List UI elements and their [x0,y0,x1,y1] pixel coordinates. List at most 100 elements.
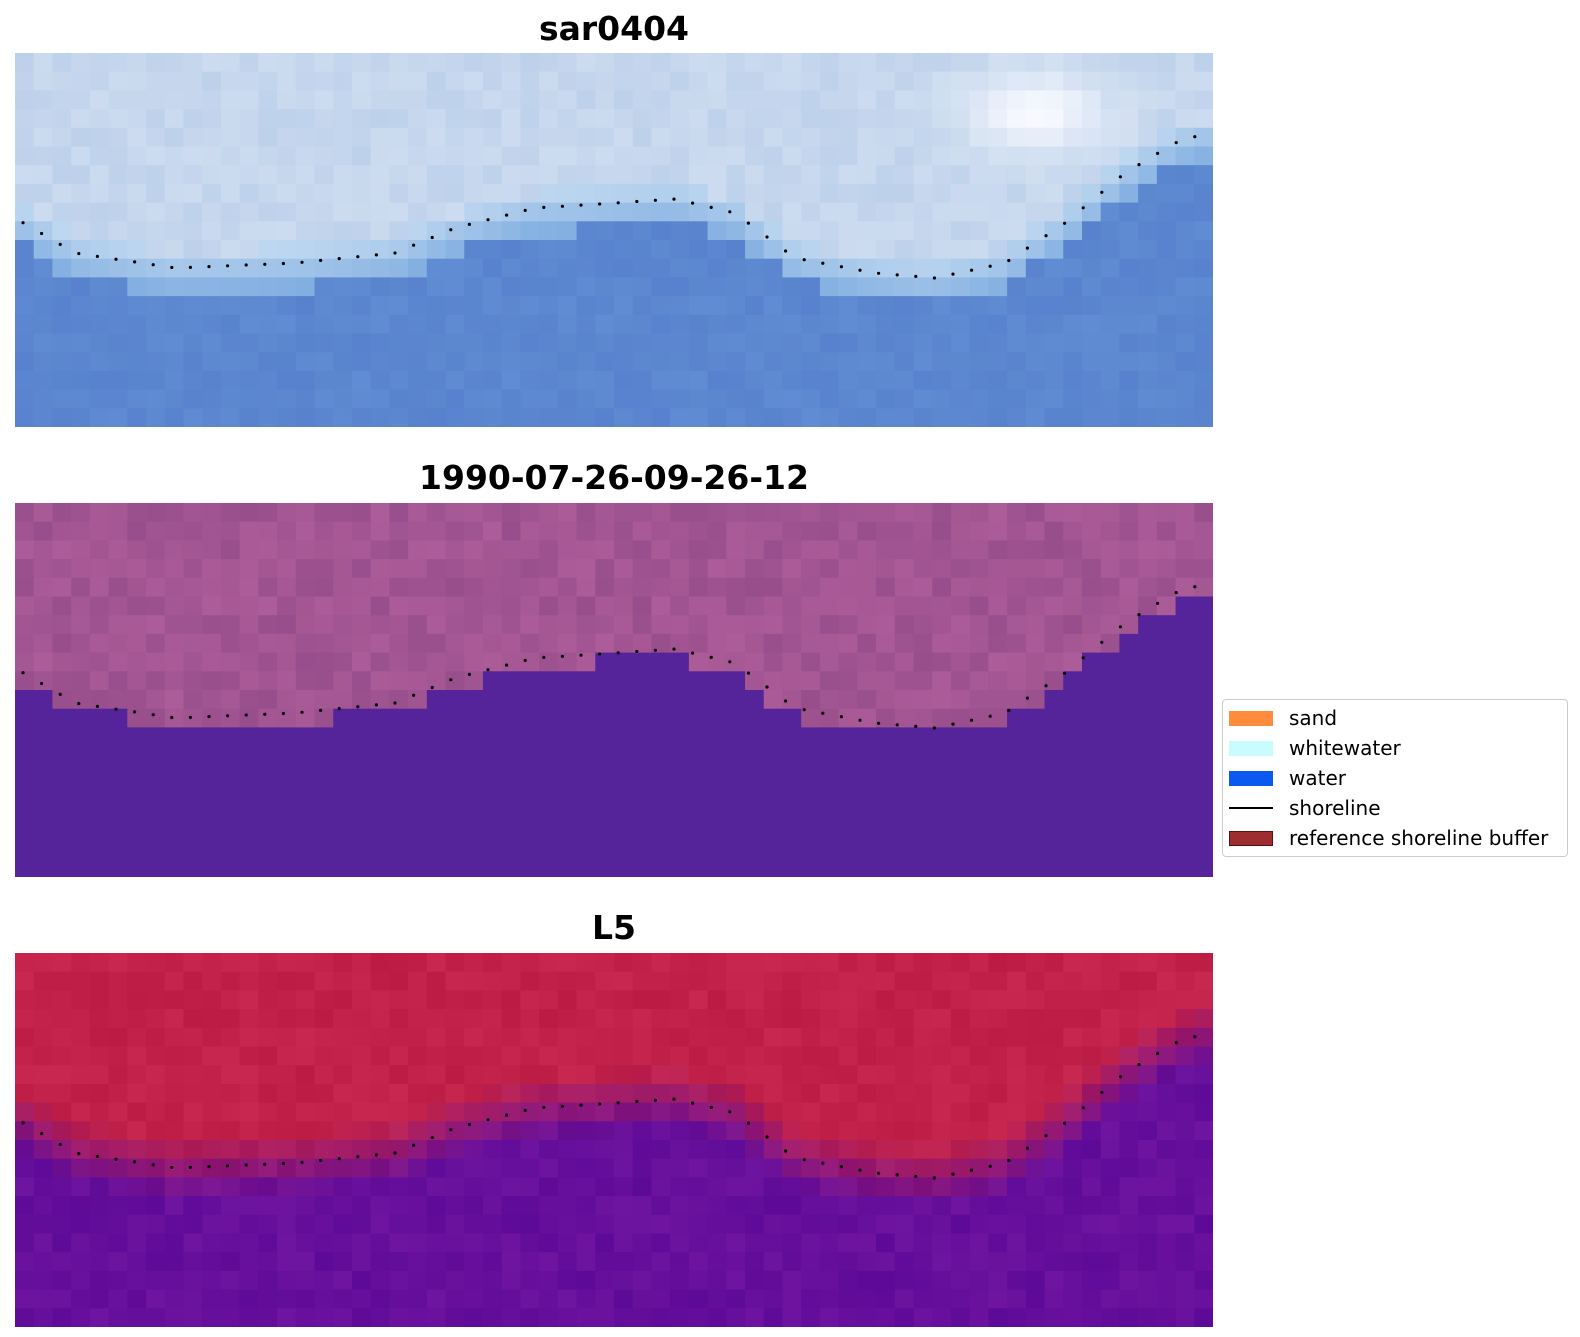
pixel [1175,202,1195,222]
pixel [408,1009,428,1029]
pixel [482,1252,503,1272]
pixel [389,240,409,260]
pixel [202,314,222,335]
pixel [501,503,522,523]
pixel [71,314,91,335]
pixel [389,1046,409,1066]
pixel [351,183,372,204]
pixel [1119,1083,1139,1104]
pixel [1081,333,1102,353]
pixel [913,277,933,297]
pixel [445,1196,465,1216]
pixel [277,1252,297,1272]
pixel [1044,1121,1064,1141]
pixel [763,1289,784,1309]
pixel [108,1214,128,1235]
pixel [539,671,559,691]
pixel [1175,990,1195,1010]
pixel [688,370,709,391]
pixel [819,652,840,672]
pixel [1194,408,1213,427]
pixel [202,352,222,372]
pixel [258,240,278,260]
pixel [333,1158,353,1178]
pixel [389,1196,409,1216]
pixel [1044,240,1064,260]
shoreline-point [226,1164,230,1168]
pixel [1044,71,1064,91]
pixel [894,953,915,973]
pixel [763,783,784,803]
pixel [52,858,72,877]
shoreline-point [319,708,323,712]
pixel [894,1308,915,1327]
pixel [333,521,353,541]
pixel [1100,183,1121,204]
shoreline-point [784,1149,788,1153]
pixel [1044,503,1064,523]
pixel [1063,1308,1083,1327]
pixel [1007,1140,1027,1160]
pixel [389,521,409,541]
pixel [501,314,522,335]
pixel [71,1046,91,1066]
pixel [482,839,503,859]
pixel [632,240,653,260]
shoreline-point [1100,1090,1104,1094]
shoreline-point [1156,151,1160,155]
pixel [183,71,203,91]
pixel [146,165,166,185]
pixel [333,1102,353,1122]
pixel [1100,820,1121,841]
pixel [838,1121,858,1141]
pixel [595,1158,615,1178]
pixel [988,1196,1008,1216]
pixel [426,1065,447,1085]
pixel [857,858,877,877]
pixel [127,521,147,541]
pixel [314,277,334,297]
pixel [258,1196,278,1216]
pixel [15,258,35,278]
shoreline-point [207,715,211,719]
pixel [370,296,390,316]
pixel [782,314,802,335]
shoreline-point [598,1102,602,1106]
pixel [1044,408,1064,427]
pixel [351,858,372,877]
pixel [370,971,390,991]
pixel [239,783,259,803]
pixel [333,109,353,129]
pixel [745,240,765,260]
pixel [277,1027,297,1048]
pixel [1100,1308,1121,1327]
pixel [33,671,54,691]
pixel [632,183,653,204]
pixel [913,146,933,166]
pixel [258,296,278,316]
pixel [482,671,503,691]
pixel [1100,559,1121,579]
pixel [876,615,896,635]
pixel [15,1177,35,1197]
pixel [913,1158,933,1178]
pixel [651,540,671,560]
pixel [726,53,746,73]
pixel [801,559,821,579]
pixel [464,540,484,560]
pixel [370,990,390,1010]
pixel [670,109,690,129]
pixel [932,296,952,316]
pixel [651,1270,671,1291]
pixel [1063,764,1083,785]
pixel [71,708,91,728]
pixel [1175,1177,1195,1197]
pixel [688,577,709,598]
pixel [1044,615,1064,635]
pixel [314,1046,334,1066]
pixel [333,839,353,859]
shoreline-point [728,660,732,664]
pixel [1156,1121,1177,1141]
pixel [876,1102,896,1122]
pixel [782,820,802,841]
